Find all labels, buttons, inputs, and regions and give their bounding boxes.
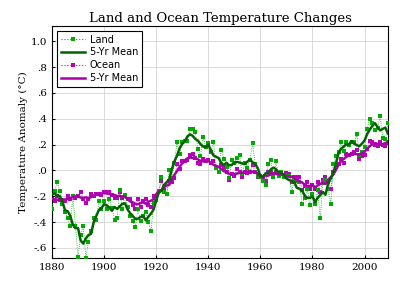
5-Yr Mean — [170, 178, 174, 181]
Ocean — [282, 174, 286, 177]
Ocean — [136, 197, 140, 201]
Y-axis label: Temperature Anomaly (°C): Temperature Anomaly (°C) — [19, 71, 28, 213]
5-Yr Mean — [320, 181, 325, 184]
Land — [50, 208, 54, 211]
Ocean — [170, 181, 174, 184]
5-Yr Mean — [282, 173, 286, 176]
5-Yr Mean — [170, 168, 174, 171]
Land — [320, 182, 325, 185]
Ocean — [133, 208, 138, 211]
Line: Ocean: Ocean — [50, 110, 400, 211]
Ocean — [320, 178, 325, 181]
Land — [84, 257, 88, 260]
Land — [170, 177, 174, 180]
Ocean — [50, 197, 54, 201]
5-Yr Mean — [136, 217, 140, 220]
5-Yr Mean — [282, 173, 286, 177]
5-Yr Mean — [320, 190, 325, 194]
Land — [391, 146, 396, 149]
5-Yr Mean — [81, 242, 86, 245]
5-Yr Mean — [391, 127, 396, 131]
Line: 5-Yr Mean: 5-Yr Mean — [52, 116, 400, 204]
5-Yr Mean — [391, 142, 396, 146]
5-Yr Mean — [50, 192, 54, 196]
5-Yr Mean — [50, 197, 54, 201]
Ocean — [391, 147, 396, 150]
Line: 5-Yr Mean: 5-Yr Mean — [52, 40, 400, 244]
Legend: Land, 5-Yr Mean, Ocean, 5-Yr Mean: Land, 5-Yr Mean, Ocean, 5-Yr Mean — [57, 31, 142, 87]
5-Yr Mean — [136, 203, 140, 206]
Title: Land and Ocean Temperature Changes: Land and Ocean Temperature Changes — [88, 12, 352, 25]
5-Yr Mean — [133, 202, 138, 205]
Line: Land: Land — [50, 22, 400, 260]
Land — [282, 175, 286, 179]
Land — [136, 208, 140, 211]
